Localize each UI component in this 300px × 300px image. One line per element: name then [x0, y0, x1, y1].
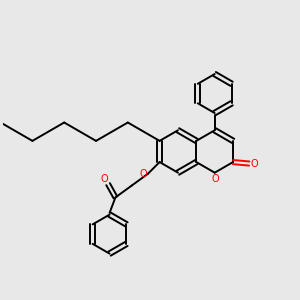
Text: O: O	[251, 158, 258, 169]
Text: O: O	[101, 174, 108, 184]
Text: O: O	[212, 174, 219, 184]
Text: O: O	[139, 169, 147, 179]
